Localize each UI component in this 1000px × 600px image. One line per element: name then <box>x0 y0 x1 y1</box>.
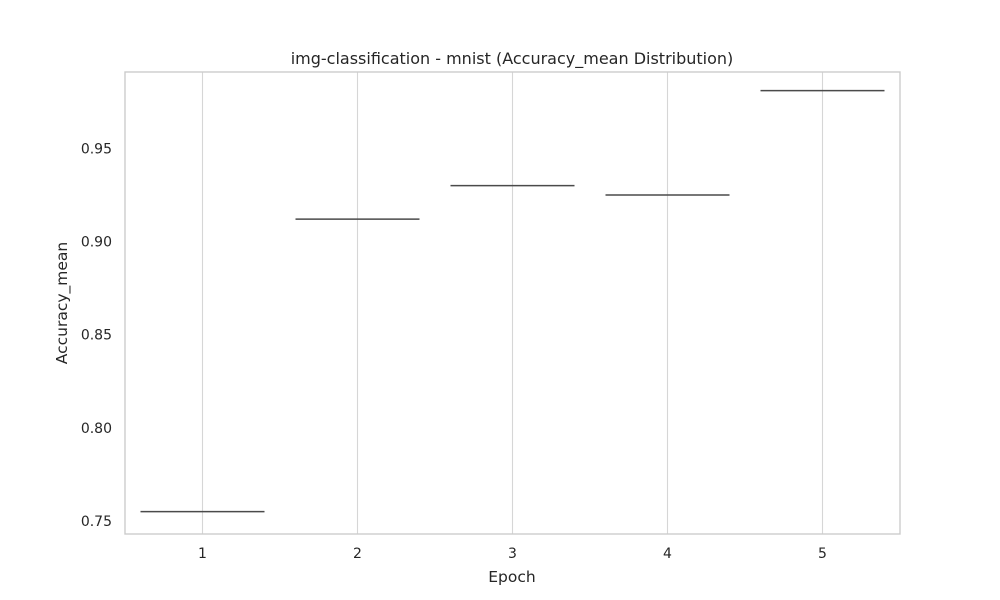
y-axis-title: Accuracy_mean <box>53 242 72 364</box>
y-tick-label: 0.80 <box>81 421 112 437</box>
y-tick-label: 0.90 <box>81 235 112 251</box>
y-tick-label: 0.85 <box>81 328 112 344</box>
x-axis-title: Epoch <box>488 568 535 586</box>
plot-area-frame <box>124 71 901 535</box>
y-tick-label: 0.75 <box>81 514 112 530</box>
gridlines <box>201 72 824 534</box>
y-tick-labels: 0.75 0.80 0.85 0.90 0.95 <box>81 141 112 530</box>
x-tick-labels: 1 2 3 4 5 <box>198 546 827 562</box>
x-tick-label: 4 <box>663 546 672 562</box>
chart-title: img-classification - mnist (Accuracy_mea… <box>291 49 734 69</box>
x-tick-label: 2 <box>353 546 362 562</box>
x-tick-label: 3 <box>508 546 517 562</box>
box-marks <box>140 89 885 513</box>
x-tick-label: 1 <box>198 546 207 562</box>
x-tick-label: 5 <box>818 546 827 562</box>
y-tick-label: 0.95 <box>81 141 112 157</box>
